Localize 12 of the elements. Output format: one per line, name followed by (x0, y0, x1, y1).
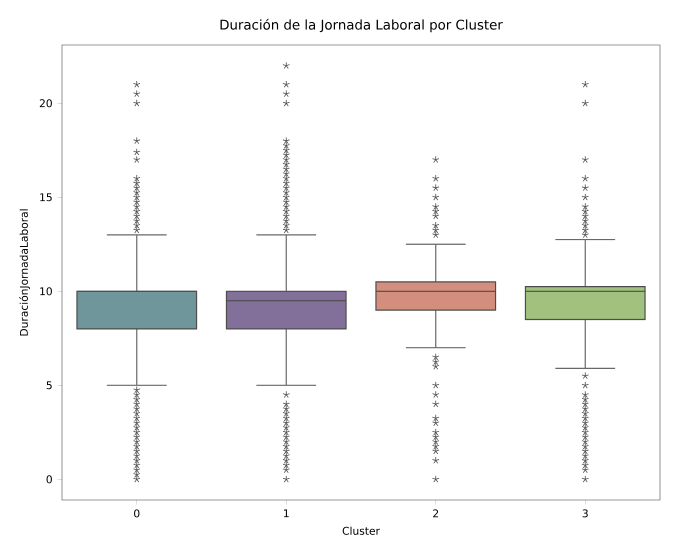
x-tick-label: 1 (284, 509, 289, 518)
y-tick-label: 20 (40, 99, 52, 108)
x-tick-label: 0 (134, 509, 140, 518)
y-axis-title: DuraciónJornadaLaboral (19, 209, 30, 336)
x-tick-label: 3 (582, 509, 588, 518)
y-tick-label: 10 (40, 287, 52, 296)
y-tick-label: 0 (46, 475, 52, 484)
x-axis-title: Cluster (342, 526, 380, 535)
y-tick-label: 15 (40, 193, 52, 202)
y-tick-label: 5 (46, 381, 52, 390)
chart-title: Duración de la Jornada Laboral por Cluster (220, 18, 503, 32)
x-tick-label: 2 (433, 509, 438, 518)
